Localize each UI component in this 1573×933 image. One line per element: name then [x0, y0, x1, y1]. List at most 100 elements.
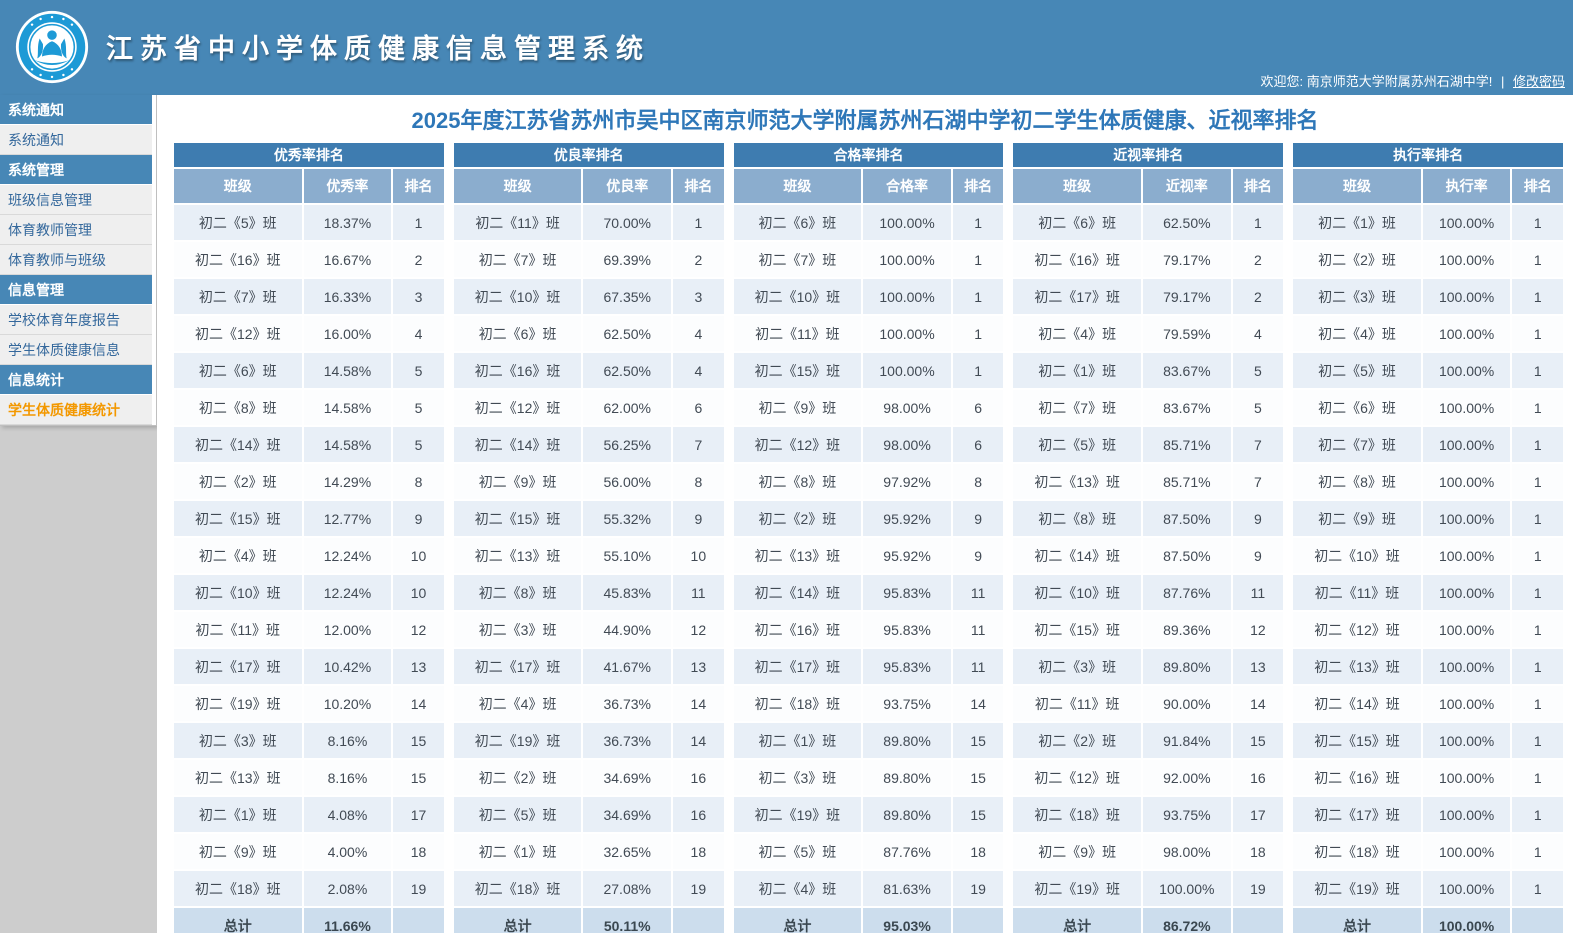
column-header: 排名: [393, 169, 444, 203]
rank-cell: 2: [673, 242, 724, 277]
rate-cell: 70.00%: [583, 205, 672, 240]
table-row: 初二《18》班 93.75% 14: [733, 686, 1004, 721]
app-title: 江苏省中小学体质健康信息管理系统: [106, 34, 650, 64]
rank-cell: 17: [393, 797, 444, 832]
sidebar-item[interactable]: 体育教师与班级: [0, 245, 152, 275]
rate-cell: 89.36%: [1142, 612, 1231, 647]
table-row: 初二《5》班 85.71% 7: [1013, 427, 1284, 462]
rank-cell: 12: [673, 612, 724, 647]
rank-cell: 16: [1232, 760, 1284, 795]
class-cell: 初二《4》班: [1013, 316, 1141, 351]
welcome-bar: 欢迎您: 南京师范大学附属苏州石湖中学! | 修改密码: [1261, 71, 1566, 90]
class-cell: 初二《9》班: [453, 464, 582, 499]
table-row: 初二《15》班 100.00% 1: [1293, 723, 1563, 758]
rank-cell: 4: [393, 316, 444, 351]
class-cell: 初二《10》班: [1013, 575, 1141, 610]
total-value: 50.11%: [583, 908, 672, 933]
rate-cell: 89.80%: [863, 723, 951, 758]
sidebar-item[interactable]: 体育教师管理: [0, 215, 152, 245]
class-cell: 初二《7》班: [453, 242, 582, 277]
sidebar-section-header[interactable]: 系统管理: [0, 155, 152, 185]
page-title: 2025年度江苏省苏州市吴中区南京师范大学附属苏州石湖中学初二学生体质健康、近视…: [411, 108, 1319, 133]
table-row: 初二《17》班 41.67% 13: [453, 649, 724, 684]
table-row: 初二《13》班 100.00% 1: [1293, 649, 1563, 684]
rate-cell: 12.24%: [303, 575, 392, 610]
rate-cell: 100.00%: [1422, 538, 1511, 573]
rank-cell: 1: [673, 205, 724, 240]
rank-cell: 2: [1232, 242, 1284, 277]
table-row: 初二《16》班 79.17% 2: [1013, 242, 1284, 277]
total-row: 总计 50.11%: [453, 908, 724, 933]
rate-cell: 12.77%: [303, 501, 392, 536]
rate-cell: 100.00%: [1422, 242, 1511, 277]
table-row: 初二《11》班 100.00% 1: [733, 316, 1004, 351]
table-row: 初二《18》班 100.00% 1: [1293, 834, 1563, 869]
column-header: 班级: [1293, 169, 1421, 203]
change-password-link[interactable]: 修改密码: [1512, 74, 1565, 89]
rank-cell: 14: [1232, 686, 1284, 721]
rate-cell: 91.84%: [1142, 723, 1231, 758]
sidebar-item[interactable]: 系统通知: [0, 125, 152, 155]
ranking-table: 优良率排名 班级 优良率 排名 初二《11》班 70.00% 1 初二《7》班 69.39% 2 初…: [451, 141, 726, 933]
class-cell: 初二《8》班: [453, 575, 582, 610]
rate-cell: 10.42%: [303, 649, 392, 684]
table-row: 初二《8》班 100.00% 1: [1293, 464, 1563, 499]
rank-cell: 1: [1232, 205, 1284, 240]
class-cell: 初二《13》班: [1293, 649, 1421, 684]
rate-cell: 100.00%: [863, 205, 951, 240]
class-cell: 初二《8》班: [174, 390, 302, 425]
class-cell: 初二《7》班: [733, 242, 862, 277]
table-row: 初二《6》班 100.00% 1: [1293, 390, 1563, 425]
table-row: 初二《5》班 100.00% 1: [1293, 353, 1563, 388]
sidebar-item[interactable]: 学校体育年度报告: [0, 305, 152, 335]
rate-cell: 62.00%: [583, 390, 672, 425]
class-cell: 初二《5》班: [174, 205, 302, 240]
table-row: 初二《3》班 89.80% 15: [733, 760, 1004, 795]
table-row: 初二《3》班 44.90% 12: [453, 612, 724, 647]
rank-cell: 19: [393, 871, 444, 906]
rank-cell: 1: [1512, 871, 1563, 906]
table-row: 初二《8》班 87.50% 9: [1013, 501, 1284, 536]
rate-cell: 100.00%: [1422, 760, 1511, 795]
total-row: 总计 95.03%: [733, 908, 1004, 933]
table-row: 初二《4》班 36.73% 14: [453, 686, 724, 721]
rank-cell: 3: [393, 279, 444, 314]
rank-cell: 1: [393, 205, 444, 240]
rate-cell: 100.00%: [1422, 205, 1511, 240]
sidebar-section-header[interactable]: 信息统计: [0, 365, 152, 395]
class-cell: 初二《15》班: [174, 501, 302, 536]
table-row: 初二《2》班 14.29% 8: [174, 464, 444, 499]
rate-cell: 95.83%: [863, 575, 951, 610]
class-cell: 初二《6》班: [1013, 205, 1141, 240]
rank-cell: 2: [393, 242, 444, 277]
table-row: 初二《8》班 97.92% 8: [733, 464, 1004, 499]
sidebar-item[interactable]: 学生体质健康信息: [0, 335, 152, 365]
sidebar-item[interactable]: 学生体质健康统计: [0, 395, 152, 425]
class-cell: 初二《1》班: [1013, 353, 1141, 388]
table-row: 初二《18》班 2.08% 19: [174, 871, 444, 906]
rate-cell: 89.80%: [863, 797, 951, 832]
class-cell: 初二《19》班: [174, 686, 302, 721]
rate-cell: 36.73%: [583, 723, 672, 758]
sidebar-item[interactable]: 班级信息管理: [0, 185, 152, 215]
table-title: 优秀率排名: [174, 143, 444, 167]
class-cell: 初二《4》班: [1293, 316, 1421, 351]
rate-cell: 89.80%: [863, 760, 951, 795]
rate-cell: 93.75%: [1142, 797, 1231, 832]
class-cell: 初二《17》班: [453, 649, 582, 684]
rank-cell: 16: [673, 797, 724, 832]
rate-cell: 87.76%: [863, 834, 951, 869]
rate-cell: 95.83%: [863, 649, 951, 684]
app-header: 江苏省中小学体质健康信息管理系统 欢迎您: 南京师范大学附属苏州石湖中学! | …: [0, 0, 1573, 95]
table-row: 初二《19》班 36.73% 14: [453, 723, 724, 758]
table-row: 初二《12》班 92.00% 16: [1013, 760, 1284, 795]
class-cell: 初二《2》班: [174, 464, 302, 499]
sidebar-section-header[interactable]: 信息管理: [0, 275, 152, 305]
class-cell: 初二《11》班: [733, 316, 862, 351]
rank-cell: 6: [952, 390, 1004, 425]
class-cell: 初二《5》班: [733, 834, 862, 869]
rate-cell: 92.00%: [1142, 760, 1231, 795]
sidebar-section-header[interactable]: 系统通知: [0, 95, 152, 125]
rank-cell: 4: [673, 353, 724, 388]
table-row: 初二《17》班 10.42% 13: [174, 649, 444, 684]
